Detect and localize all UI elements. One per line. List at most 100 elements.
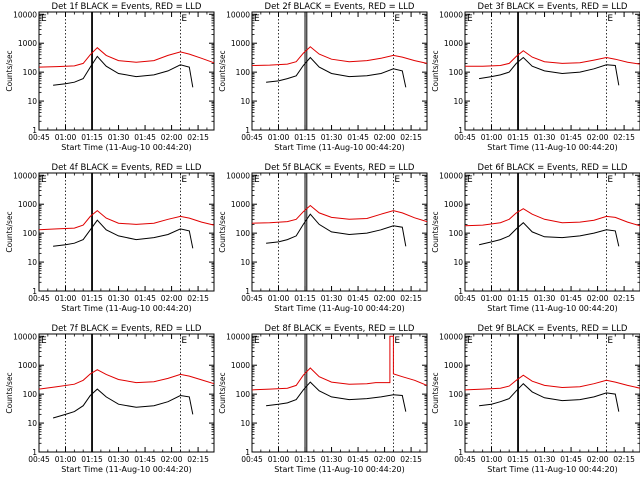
x-axis-label: Start Time (11-Aug-10 00:44:20) xyxy=(487,304,618,313)
detector-panel-6: Det 6f BLACK = Events, RED = LLD 1 10 100 10… xyxy=(431,163,640,313)
x-tick-label: 01:30 xyxy=(534,294,556,303)
detector-panel-7: Det 7f BLACK = Events, RED = LLD 1 10 100 10… xyxy=(5,324,215,474)
events-series-line xyxy=(52,388,194,419)
x-tick-label: 00:45 xyxy=(241,294,263,303)
plot-frame xyxy=(38,172,215,292)
marker-letter-right: E xyxy=(181,14,187,24)
x-tick-label: 01:15 xyxy=(507,133,529,142)
x-tick-label: 01:30 xyxy=(108,294,130,303)
x-tick-label: 01:30 xyxy=(321,294,343,303)
x-tick-label: 01:15 xyxy=(81,133,103,142)
x-tick-label: 02:15 xyxy=(400,133,422,142)
y-tick-label: 10 xyxy=(453,419,463,428)
marker-letter-right: E xyxy=(607,14,613,24)
x-tick-label: 00:45 xyxy=(28,133,50,142)
plot-frame xyxy=(38,11,215,131)
marker-letter-left: E xyxy=(254,14,260,24)
x-tick-label: 01:30 xyxy=(321,455,343,464)
marker-letter-left: E xyxy=(467,14,473,24)
y-axis-label: Counts/sec xyxy=(431,50,440,91)
x-tick-label: 02:00 xyxy=(161,294,183,303)
panel-title: Det 4f BLACK = Events, RED = LLD xyxy=(52,163,202,173)
lld-series-line xyxy=(251,335,428,391)
y-tick-label: 10000 xyxy=(13,171,37,180)
panel-title: Det 9f BLACK = Events, RED = LLD xyxy=(478,324,628,334)
y-tick-label: 1 xyxy=(32,287,37,296)
x-tick-label: 01:45 xyxy=(560,294,582,303)
x-tick-label: 01:00 xyxy=(481,294,503,303)
panel-title: Det 5f BLACK = Events, RED = LLD xyxy=(265,163,415,173)
events-series-line xyxy=(478,222,620,247)
y-tick-label: 100 xyxy=(23,229,38,238)
panel-title: Det 7f BLACK = Events, RED = LLD xyxy=(52,324,202,334)
y-tick-label: 10000 xyxy=(13,332,37,341)
y-axis-label: Counts/sec xyxy=(5,50,14,91)
y-axis-label: Counts/sec xyxy=(218,211,227,252)
marker-letter-right: E xyxy=(394,175,400,185)
x-tick-label: 01:00 xyxy=(268,133,290,142)
y-tick-label: 10 xyxy=(27,97,37,106)
plot-frame xyxy=(464,11,640,131)
events-series-line xyxy=(266,381,407,412)
x-tick-label: 01:15 xyxy=(294,455,316,464)
events-series-line xyxy=(266,56,407,88)
y-tick-label: 10 xyxy=(453,97,463,106)
y-tick-label: 100 xyxy=(236,229,251,238)
y-tick-label: 10000 xyxy=(226,171,250,180)
x-tick-label: 00:45 xyxy=(28,294,50,303)
detector-panel-2: Det 2f BLACK = Events, RED = LLD 1 10 100 10… xyxy=(218,2,428,152)
lld-series-line xyxy=(465,50,640,67)
detector-panel-5: Det 5f BLACK = Events, RED = LLD 1 10 100 10… xyxy=(218,163,428,313)
y-tick-label: 10 xyxy=(240,97,250,106)
y-tick-label: 1000 xyxy=(444,361,463,370)
x-tick-label: 01:45 xyxy=(560,133,582,142)
plot-frame xyxy=(464,333,640,453)
marker-letter-right: E xyxy=(394,336,400,346)
x-tick-label: 02:00 xyxy=(161,455,183,464)
x-tick-label: 01:00 xyxy=(55,294,77,303)
x-tick-label: 01:15 xyxy=(294,133,316,142)
plot-frame xyxy=(38,333,215,453)
y-tick-label: 1 xyxy=(245,126,250,135)
x-tick-label: 02:15 xyxy=(400,455,422,464)
marker-letter-right: E xyxy=(607,175,613,185)
y-tick-label: 1000 xyxy=(231,361,250,370)
x-tick-label: 01:45 xyxy=(560,455,582,464)
events-series-line xyxy=(266,213,407,247)
panel-title: Det 6f BLACK = Events, RED = LLD xyxy=(478,163,628,173)
marker-letter-left: E xyxy=(41,336,47,346)
y-tick-label: 1000 xyxy=(18,361,37,370)
x-tick-label: 02:15 xyxy=(400,294,422,303)
y-tick-label: 1 xyxy=(245,448,250,457)
x-tick-label: 01:00 xyxy=(55,133,77,142)
x-tick-label: 02:15 xyxy=(613,294,635,303)
lld-series-line xyxy=(251,204,428,224)
plot-frame xyxy=(251,172,428,292)
x-axis-label: Start Time (11-Aug-10 00:44:20) xyxy=(274,465,405,474)
marker-letter-left: E xyxy=(254,336,260,346)
y-tick-label: 10 xyxy=(240,258,250,267)
x-tick-label: 01:15 xyxy=(294,294,316,303)
plot-frame xyxy=(251,11,428,131)
detector-panel-1: Det 1f BLACK = Events, RED = LLD 1 10 100 10… xyxy=(5,2,215,152)
x-tick-label: 01:45 xyxy=(134,133,156,142)
x-tick-label: 01:45 xyxy=(347,133,369,142)
x-tick-label: 01:00 xyxy=(55,455,77,464)
x-tick-label: 01:00 xyxy=(268,455,290,464)
events-series-line xyxy=(53,219,194,249)
x-tick-label: 02:15 xyxy=(187,294,209,303)
marker-letter-left: E xyxy=(41,14,47,24)
y-tick-label: 10000 xyxy=(13,10,37,19)
lld-series-line xyxy=(38,47,215,68)
lld-series-line xyxy=(38,369,215,390)
y-tick-label: 100 xyxy=(449,390,464,399)
x-tick-label: 01:30 xyxy=(108,133,130,142)
y-tick-label: 100 xyxy=(23,68,38,77)
x-tick-label: 01:15 xyxy=(507,455,529,464)
y-tick-label: 1000 xyxy=(444,39,463,48)
x-tick-label: 01:00 xyxy=(481,133,503,142)
x-tick-label: 00:45 xyxy=(454,455,476,464)
x-tick-label: 01:00 xyxy=(268,294,290,303)
y-tick-label: 1 xyxy=(32,126,37,135)
